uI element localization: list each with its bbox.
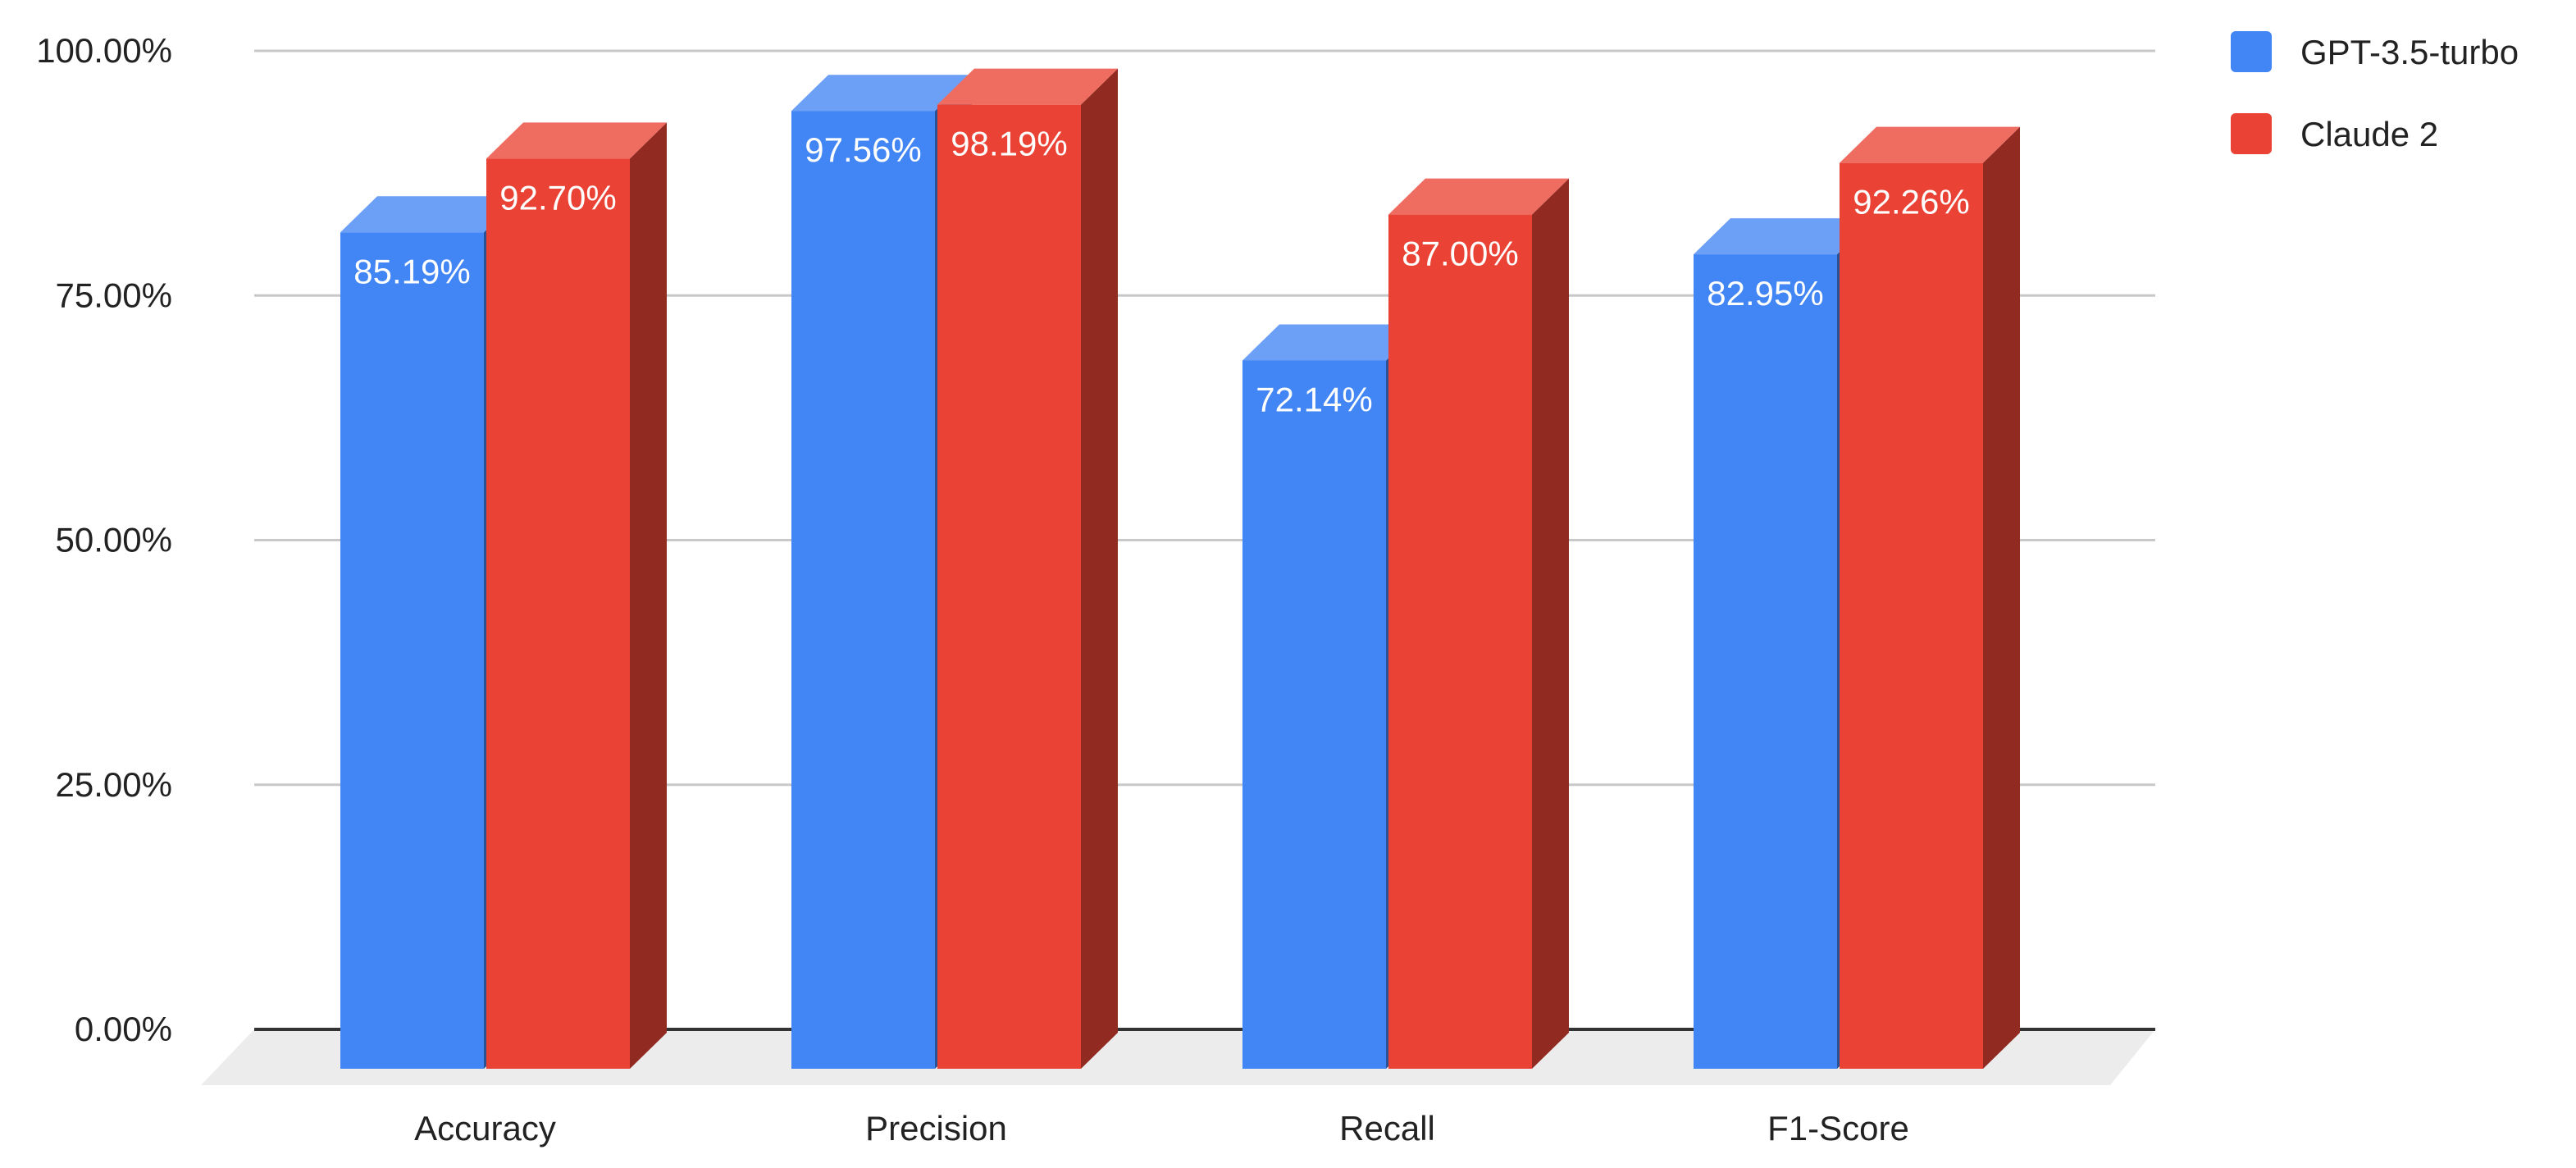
- data-label: 72.14%: [1256, 380, 1372, 418]
- bar-top-face: [937, 68, 1118, 105]
- data-label: 85.19%: [353, 252, 470, 290]
- y-tick-label: 0.00%: [75, 1010, 172, 1048]
- bar-top-face: [1242, 324, 1423, 361]
- y-tick-label: 25.00%: [56, 765, 172, 804]
- bar-claude-2-accuracy: [486, 122, 667, 1070]
- data-label: 82.95%: [1707, 274, 1823, 313]
- data-label: 92.26%: [1853, 183, 1969, 221]
- y-tick-label: 50.00%: [56, 521, 172, 559]
- bar-side-face: [1532, 178, 1569, 1070]
- y-tick-label: 75.00%: [56, 276, 172, 314]
- legend-swatch: [2231, 113, 2272, 154]
- bar-gpt-3-5-turbo-accuracy: [340, 196, 521, 1070]
- bar-side-face: [630, 122, 667, 1070]
- bar-top-face: [486, 122, 667, 159]
- bar-front-face: [1840, 162, 1983, 1069]
- bar-claude-2-precision: [937, 68, 1118, 1070]
- bar-front-face: [791, 111, 935, 1070]
- x-category-label: F1-Score: [1767, 1109, 1909, 1147]
- legend: GPT-3.5-turbo Claude 2: [2231, 31, 2519, 154]
- x-category-label: Recall: [1339, 1109, 1435, 1147]
- data-label: 97.56%: [805, 130, 921, 169]
- bar-top-face: [791, 75, 972, 112]
- bar-front-face: [340, 232, 484, 1069]
- bar-top-face: [1694, 218, 1874, 255]
- data-label: 98.19%: [951, 125, 1067, 163]
- x-category-label: Precision: [865, 1109, 1007, 1147]
- bar-claude-2-recall: [1388, 178, 1569, 1070]
- x-category-label: Accuracy: [414, 1109, 556, 1147]
- bar-side-face: [1081, 68, 1118, 1070]
- bar-top-face: [1388, 178, 1569, 215]
- y-tick-label: 100.00%: [36, 31, 172, 70]
- x-axis-categories: Accuracy Precision Recall F1-Score: [414, 1109, 1909, 1147]
- bars: [340, 68, 2020, 1070]
- legend-label: Claude 2: [2300, 115, 2438, 153]
- legend-label: GPT-3.5-turbo: [2300, 33, 2519, 71]
- data-labels: 85.19% 92.70% 97.56% 98.19% 72.14% 87.00% 82.9…: [353, 125, 1969, 419]
- bar-front-face: [486, 158, 630, 1070]
- data-label: 87.00%: [1402, 235, 1518, 273]
- chart-floor: [201, 1029, 2155, 1085]
- bar-front-face: [1694, 254, 1837, 1069]
- bar-top-face: [1840, 126, 2020, 163]
- data-label: 92.70%: [499, 178, 616, 217]
- bar-front-face: [1388, 214, 1532, 1069]
- bar-side-face: [1983, 126, 2020, 1069]
- bar-front-face: [1242, 360, 1386, 1069]
- floor-plane: [201, 1029, 2155, 1085]
- bar-claude-2-f1-score: [1840, 126, 2020, 1069]
- legend-swatch: [2231, 31, 2272, 72]
- bar-top-face: [340, 196, 521, 233]
- y-axis-ticks: 0.00% 25.00% 50.00% 75.00% 100.00%: [36, 31, 172, 1048]
- bar-front-face: [937, 104, 1081, 1070]
